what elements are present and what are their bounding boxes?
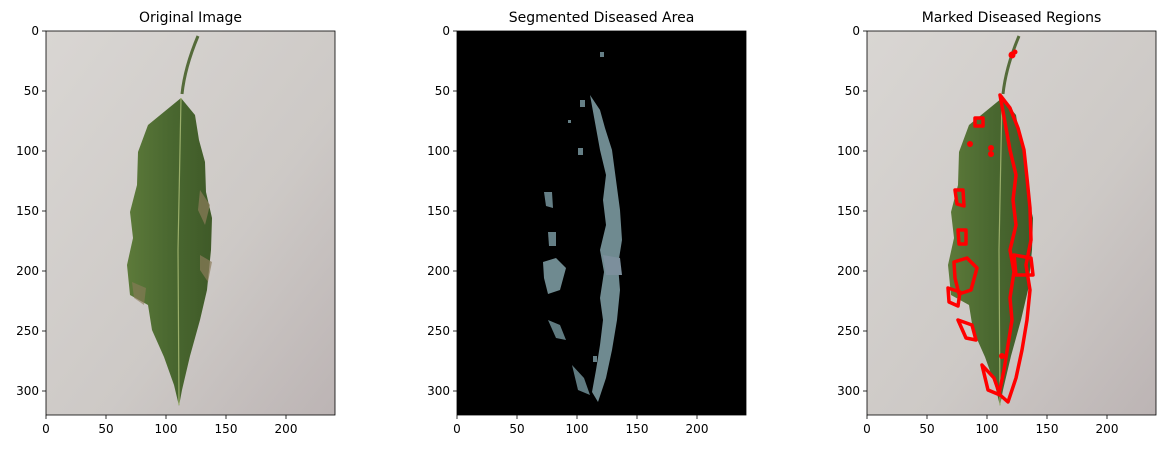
y-tick-label: 50 [24, 84, 39, 98]
leaf-stem [1001, 35, 1021, 95]
leaf-midrib [177, 97, 182, 406]
y-tick-label: 100 [427, 144, 450, 158]
diseased-segment [548, 232, 556, 246]
x-tick-label: 0 [42, 422, 50, 436]
panel-title: Marked Diseased Regions [922, 10, 1102, 26]
y-ticks [453, 30, 457, 392]
x-tick-label: 200 [1096, 422, 1119, 436]
y-tick-label: 250 [16, 324, 39, 338]
diseased-segment [578, 148, 583, 155]
diseased-segment [593, 356, 597, 362]
x-tick-label: 150 [626, 422, 649, 436]
x-tick-label: 150 [215, 422, 238, 436]
marked-spot [988, 145, 994, 151]
x-ticks [866, 415, 1108, 419]
y-tick-label: 300 [837, 384, 860, 398]
x-tick-label: 0 [863, 422, 871, 436]
axes-frame [456, 30, 747, 416]
y-tick-labels: 0 50 100 150 200 250 300 [16, 24, 39, 398]
diseased-segment [568, 120, 571, 123]
x-tick-label: 0 [453, 422, 461, 436]
y-tick-label: 200 [427, 264, 450, 278]
x-tick-label: 50 [919, 422, 934, 436]
panel-title: Original Image [139, 10, 242, 26]
y-tick-label: 200 [16, 264, 39, 278]
diseased-region-outline [952, 256, 979, 296]
y-tick-label: 100 [837, 144, 860, 158]
diseased-segment [600, 52, 604, 57]
y-tick-label: 150 [427, 204, 450, 218]
y-tick-label: 250 [427, 324, 450, 338]
y-tick-labels: 0 50 100 150 200 250 300 [837, 24, 860, 398]
diseased-region-outline [997, 93, 1033, 404]
damaged-edge-patch [200, 255, 212, 282]
x-tick-labels: 0 50 100 150 200 [863, 422, 1118, 436]
diseased-region-outline [980, 363, 1002, 397]
y-tick-label: 0 [31, 24, 39, 38]
x-ticks [456, 415, 698, 419]
y-tick-label: 150 [16, 204, 39, 218]
y-tick-label: 150 [837, 204, 860, 218]
y-tick-label: 250 [837, 324, 860, 338]
diseased-segment [572, 365, 590, 395]
diseased-region-outline [956, 318, 978, 342]
marked-spot [1012, 49, 1018, 55]
y-tick-labels: 0 50 100 150 200 250 300 [427, 24, 450, 398]
marked-spot [988, 151, 994, 157]
y-tick-label: 0 [442, 24, 450, 38]
diseased-region-outline [946, 286, 962, 308]
diseased-segment [590, 95, 622, 402]
red-contours [946, 93, 1035, 404]
x-tick-labels: 0 50 100 150 200 [42, 422, 297, 436]
y-ticks [42, 30, 46, 392]
diseased-region-outline [956, 228, 968, 246]
x-tick-label: 50 [98, 422, 113, 436]
diseased-segment [548, 320, 566, 340]
leaf-stem [180, 35, 200, 95]
axes-frame [45, 30, 336, 416]
marked-image [867, 31, 1156, 415]
y-tick-label: 300 [427, 384, 450, 398]
y-tick-label: 50 [435, 84, 450, 98]
x-tick-label: 200 [686, 422, 709, 436]
panel-original-image: Original Image 0 50 100 150 200 [16, 10, 336, 436]
damaged-edge-patch [198, 190, 210, 225]
x-ticks [45, 415, 287, 419]
segmented-image [457, 31, 746, 415]
diseased-segment [543, 258, 566, 294]
diseased-region-outline [973, 116, 985, 128]
marked-spot [999, 353, 1005, 359]
y-tick-label: 200 [837, 264, 860, 278]
panel-title: Segmented Diseased Area [509, 10, 695, 26]
diseased-segment [603, 255, 622, 275]
x-tick-label: 200 [275, 422, 298, 436]
y-tick-label: 100 [16, 144, 39, 158]
diseased-region-outline [953, 188, 966, 208]
leaf-midrib [998, 97, 1003, 406]
diseased-segment [580, 100, 585, 107]
panel-segmented-diseased-area: Segmented Diseased Area 0 50 [427, 10, 747, 436]
y-tick-label: 50 [845, 84, 860, 98]
damaged-edge-patch [132, 282, 146, 305]
axes-frame [866, 30, 1157, 416]
y-tick-label: 0 [852, 24, 860, 38]
diseased-region-outline [1012, 253, 1035, 277]
panel-marked-diseased-regions: Marked Diseased Regions [837, 10, 1157, 436]
x-tick-label: 100 [566, 422, 589, 436]
red-dots [967, 49, 1018, 359]
x-tick-label: 100 [155, 422, 178, 436]
y-ticks [863, 30, 867, 392]
y-tick-label: 300 [16, 384, 39, 398]
marked-spot [967, 141, 973, 147]
leaf [127, 98, 212, 406]
x-tick-label: 50 [509, 422, 524, 436]
x-tick-label: 100 [976, 422, 999, 436]
diseased-segment [544, 192, 553, 208]
x-tick-labels: 0 50 100 150 200 [453, 422, 708, 436]
x-tick-label: 150 [1036, 422, 1059, 436]
image-area [46, 31, 335, 415]
